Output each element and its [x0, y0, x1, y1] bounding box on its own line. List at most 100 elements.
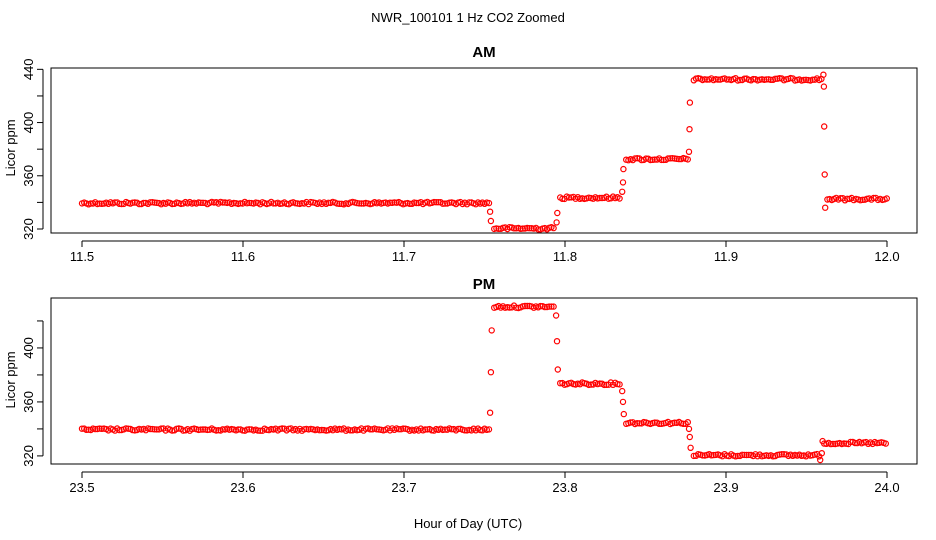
pm-data-points — [78, 302, 890, 464]
pm-point — [98, 425, 106, 432]
am-point — [325, 199, 332, 206]
am-point — [526, 224, 533, 232]
am-transition-point — [822, 204, 829, 211]
am-transition-point — [486, 208, 494, 215]
pm-point — [541, 303, 549, 311]
pm-point — [318, 426, 325, 434]
pm-y-tick-label: 360 — [21, 391, 36, 413]
pm-transition-point — [687, 444, 694, 451]
am-point — [495, 225, 502, 232]
am-point — [550, 224, 557, 232]
pm-point — [684, 419, 692, 426]
am-point — [675, 155, 683, 163]
pm-transition-point — [487, 369, 495, 376]
am-transition-point — [554, 209, 561, 217]
pm-point — [601, 381, 608, 389]
x-axis-label: Hour of Day (UTC) — [414, 516, 522, 531]
am-transition-point — [686, 125, 693, 133]
pm-point — [373, 426, 380, 433]
am-panel: AM Licor ppm 11.5 11.6 11.7 11.8 11.9 12.0 320… — [3, 44, 918, 264]
pm-point — [743, 451, 750, 459]
pm-point — [548, 303, 555, 310]
am-y-tick-label: 320 — [21, 218, 36, 240]
am-point — [140, 199, 147, 207]
am-point — [741, 75, 748, 82]
pm-plateau-1 — [491, 302, 557, 312]
am-point — [535, 226, 542, 233]
am-y-tick-label: 400 — [21, 112, 36, 134]
pm-point — [827, 440, 835, 448]
am-x-tick-label: 11.8 — [553, 249, 577, 264]
am-plateau-4 — [690, 74, 825, 84]
pm-y-tick-label: 320 — [21, 445, 36, 467]
am-x-tick-label: 11.5 — [70, 249, 94, 264]
am-point — [684, 156, 692, 163]
am-transition-point — [821, 171, 828, 178]
pm-x-tick-label: 23.8 — [552, 480, 577, 495]
pm-plateau-2 — [557, 379, 623, 389]
pm-transition-point — [620, 410, 628, 418]
am-transition-point — [685, 148, 693, 155]
am-point — [517, 225, 524, 232]
pm-point — [254, 427, 262, 434]
am-point — [146, 199, 154, 206]
am-point — [129, 199, 136, 206]
am-point — [664, 155, 672, 162]
pm-transition-point — [554, 366, 562, 373]
pm-point — [616, 381, 623, 388]
pm-x-tick-label: 23.7 — [391, 480, 416, 495]
am-point — [616, 195, 623, 202]
pm-point — [524, 302, 531, 310]
pm-x-tick-label: 23.6 — [230, 480, 255, 495]
pm-point — [537, 302, 544, 310]
pm-transition-point — [619, 398, 627, 406]
pm-plateau-5 — [821, 438, 890, 448]
am-point — [466, 199, 473, 206]
am-point — [230, 199, 237, 207]
pm-point — [739, 451, 746, 458]
am-x-tick-label: 11.7 — [392, 249, 416, 264]
am-point — [800, 76, 808, 84]
am-point — [519, 225, 527, 232]
am-point — [336, 200, 343, 207]
am-point — [413, 199, 420, 207]
pm-y-tick-label: 400 — [21, 337, 36, 359]
pm-point — [550, 303, 557, 310]
pm-point — [656, 420, 663, 427]
am-panel-title: AM — [472, 44, 495, 61]
pm-point — [234, 426, 242, 433]
pm-transition-point — [818, 450, 826, 457]
am-transition-point — [620, 165, 627, 173]
pm-point — [347, 427, 354, 434]
am-point — [772, 75, 779, 83]
am-axes: 11.5 11.6 11.7 11.8 11.9 12.0 320 360 400 440 — [21, 58, 900, 264]
am-y-axis-label: Licor ppm — [3, 119, 18, 176]
am-point — [859, 196, 866, 203]
am-point — [844, 195, 851, 202]
pm-point — [219, 426, 226, 433]
pm-axes: 23.5 23.6 23.7 23.8 23.9 24.0 320 360 400 — [21, 320, 900, 495]
pm-point — [96, 425, 103, 432]
am-point — [116, 200, 123, 207]
am-point — [441, 200, 449, 207]
pm-point — [395, 426, 402, 433]
pm-x-tick-label: 24.0 — [874, 480, 899, 495]
am-point — [197, 199, 204, 206]
am-point — [270, 200, 277, 207]
pm-point — [882, 440, 890, 447]
pm-transition-point — [817, 456, 824, 464]
pm-point — [151, 426, 158, 433]
pm-point — [367, 426, 374, 433]
am-point — [883, 195, 891, 202]
pm-transition-point — [685, 425, 693, 433]
am-point — [658, 156, 665, 164]
am-point — [245, 199, 253, 207]
pm-point — [671, 419, 678, 426]
am-point — [485, 199, 493, 207]
pm-panel: PM Licor ppm 23.5 23.6 23.7 23.8 23.9 24.0 320… — [3, 276, 918, 495]
pm-transition-point — [619, 387, 626, 395]
pm-point — [316, 427, 323, 434]
am-point — [631, 155, 639, 162]
